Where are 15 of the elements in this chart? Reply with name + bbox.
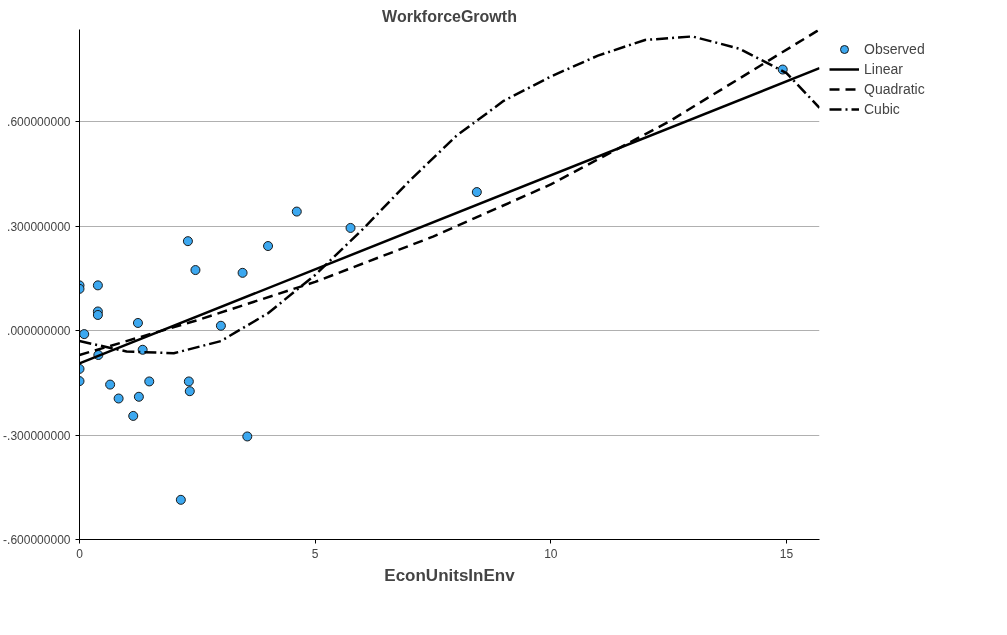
legend-label: Cubic	[864, 101, 900, 117]
x-tick-label: 5	[311, 546, 319, 561]
x-tick-label: 10	[544, 546, 558, 561]
legend-label: Observed	[864, 41, 925, 57]
chart-title: WorkforceGrowth	[382, 7, 517, 25]
x-tick-label: 15	[779, 546, 794, 561]
y-tick-label: -.600000000	[3, 533, 71, 547]
y-tick-label: .300000000	[7, 219, 71, 234]
x-tick-label: 0	[76, 546, 84, 561]
legend-label: Linear	[864, 61, 903, 77]
x-axis-title: EconUnitsInEnv	[384, 565, 516, 585]
y-tick-label: .000000000	[7, 324, 71, 339]
y-tick-label: -.300000000	[3, 428, 71, 443]
legend-label: Quadratic	[864, 81, 925, 97]
y-tick-label: .600000000	[7, 115, 71, 130]
